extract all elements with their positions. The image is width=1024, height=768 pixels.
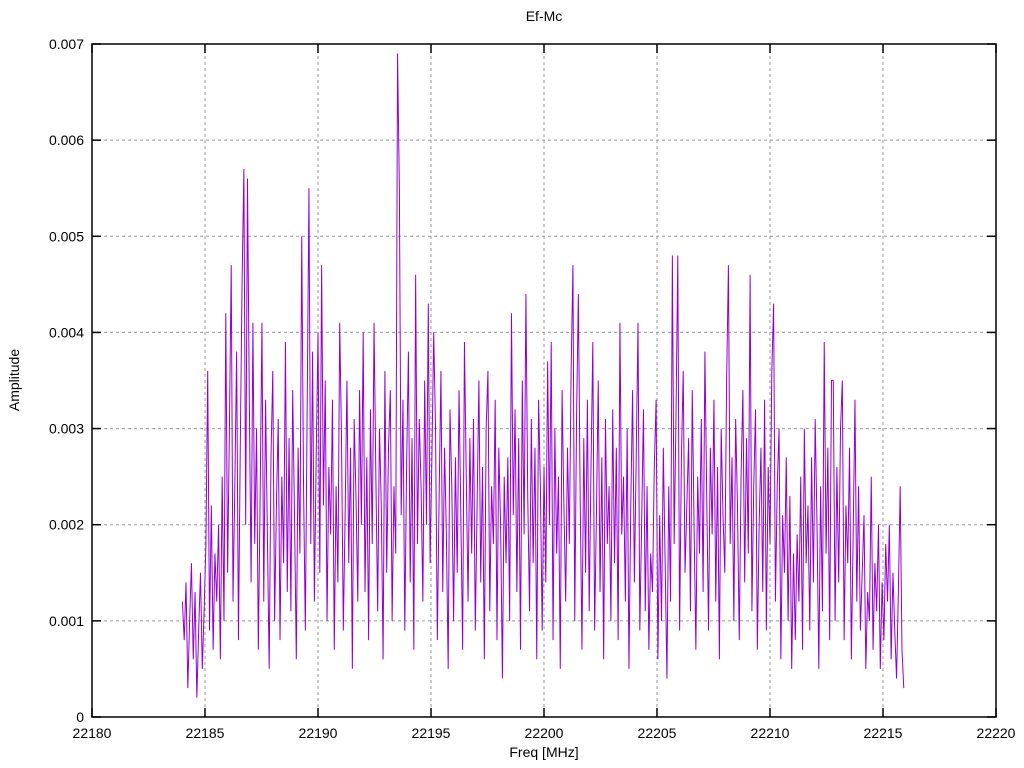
y-tick-label: 0.004 bbox=[49, 324, 84, 340]
y-tick-label: 0.006 bbox=[49, 132, 84, 148]
y-tick-label: 0.001 bbox=[49, 613, 84, 629]
x-tick-label: 22210 bbox=[751, 725, 790, 741]
y-tick-label: 0.003 bbox=[49, 421, 84, 437]
y-tick-label: 0.005 bbox=[49, 228, 84, 244]
x-tick-label: 22190 bbox=[299, 725, 338, 741]
x-tick-label: 22200 bbox=[525, 725, 564, 741]
chart-title: Ef-Mc bbox=[525, 8, 563, 24]
x-axis-title: Freq [MHz] bbox=[509, 744, 579, 760]
y-tick-label: 0 bbox=[76, 709, 84, 725]
x-tick-label: 22180 bbox=[73, 725, 112, 741]
y-tick-label: 0.002 bbox=[49, 517, 84, 533]
x-tick-label: 22185 bbox=[186, 725, 225, 741]
x-tick-label: 22195 bbox=[412, 725, 451, 741]
data-series-line bbox=[181, 53, 905, 698]
x-tick-label: 22205 bbox=[638, 725, 677, 741]
x-tick-label: 22220 bbox=[977, 725, 1016, 741]
y-tick-label: 0.007 bbox=[49, 36, 84, 52]
x-tick-label: 22215 bbox=[864, 725, 903, 741]
